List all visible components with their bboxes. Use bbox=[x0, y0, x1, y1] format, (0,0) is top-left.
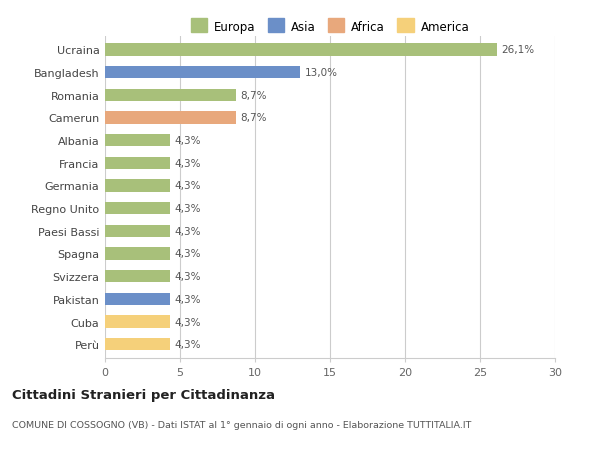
Text: 4,3%: 4,3% bbox=[174, 317, 200, 327]
Bar bbox=[105, 112, 235, 124]
Text: 4,3%: 4,3% bbox=[174, 136, 200, 146]
Bar bbox=[105, 157, 170, 170]
Text: 26,1%: 26,1% bbox=[501, 45, 534, 55]
Text: 4,3%: 4,3% bbox=[174, 249, 200, 259]
Text: 13,0%: 13,0% bbox=[305, 68, 337, 78]
Text: 4,3%: 4,3% bbox=[174, 340, 200, 349]
Bar bbox=[105, 316, 170, 328]
Text: 4,3%: 4,3% bbox=[174, 226, 200, 236]
Bar bbox=[105, 248, 170, 260]
Bar bbox=[105, 270, 170, 283]
Bar bbox=[105, 202, 170, 215]
Bar bbox=[105, 180, 170, 192]
Text: 4,3%: 4,3% bbox=[174, 294, 200, 304]
Bar bbox=[105, 338, 170, 351]
Bar bbox=[105, 90, 235, 102]
Text: 4,3%: 4,3% bbox=[174, 181, 200, 191]
Legend: Europa, Asia, Africa, America: Europa, Asia, Africa, America bbox=[187, 17, 473, 37]
Bar bbox=[105, 44, 497, 56]
Text: 8,7%: 8,7% bbox=[240, 90, 266, 101]
Bar bbox=[105, 225, 170, 238]
Bar bbox=[105, 134, 170, 147]
Text: 4,3%: 4,3% bbox=[174, 158, 200, 168]
Text: 8,7%: 8,7% bbox=[240, 113, 266, 123]
Text: COMUNE DI COSSOGNO (VB) - Dati ISTAT al 1° gennaio di ogni anno - Elaborazione T: COMUNE DI COSSOGNO (VB) - Dati ISTAT al … bbox=[12, 420, 472, 429]
Bar bbox=[105, 67, 300, 79]
Bar bbox=[105, 293, 170, 305]
Text: 4,3%: 4,3% bbox=[174, 272, 200, 281]
Text: Cittadini Stranieri per Cittadinanza: Cittadini Stranieri per Cittadinanza bbox=[12, 388, 275, 401]
Text: 4,3%: 4,3% bbox=[174, 204, 200, 214]
